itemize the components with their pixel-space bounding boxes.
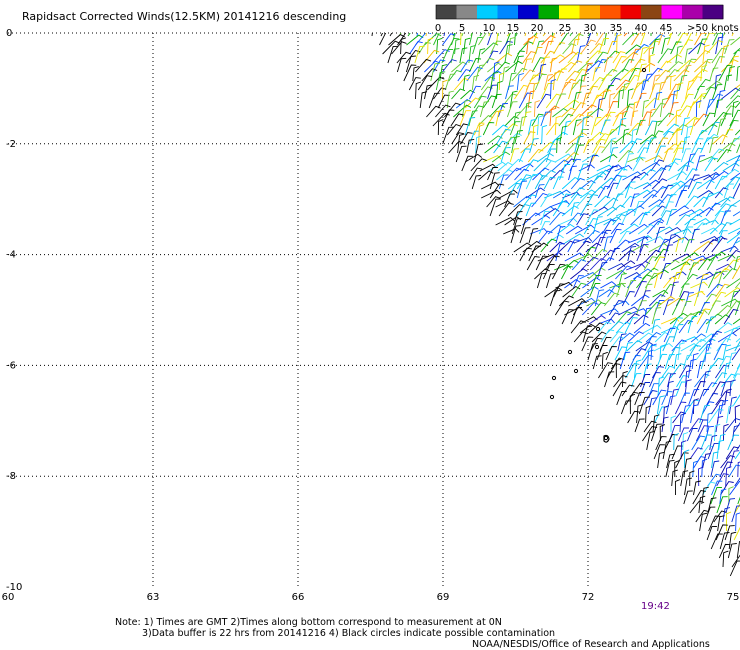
legend-swatch — [538, 5, 560, 19]
y-tick-label: -8 — [6, 471, 16, 482]
legend-swatch — [579, 5, 601, 19]
legend-label: 0 — [435, 23, 441, 34]
wind-barb-swath — [371, 33, 740, 577]
x-tick-label: 66 — [292, 592, 305, 603]
y-tick-label: -2 — [6, 139, 16, 150]
x-tick-label: 63 — [147, 592, 160, 603]
y-axis-ticks: 0 -2 -4 -6 -8 -10 — [6, 28, 22, 593]
x-tick-label: 72 — [582, 592, 595, 603]
y-tick-label: -10 — [6, 582, 22, 593]
legend-label: 30 — [584, 23, 597, 34]
legend-swatch — [456, 5, 478, 19]
legend-label: 45 — [660, 23, 673, 34]
legend-label: 5 — [459, 23, 465, 34]
legend-swatch — [620, 5, 642, 19]
x-tick-label: 75 — [727, 592, 740, 603]
legend-swatch — [600, 5, 621, 19]
legend-swatch — [497, 5, 519, 19]
legend-swatch — [661, 5, 683, 19]
x-tick-label: 69 — [437, 592, 450, 603]
x-tick-label: 60 — [2, 592, 15, 603]
chart-title: Rapidsact Corrected Winds(12.5KM) 201412… — [22, 10, 346, 23]
legend-label: 15 — [507, 23, 520, 34]
x-axis-ticks: 60 63 66 69 72 75 — [2, 592, 740, 603]
grid — [8, 32, 733, 587]
islands — [549, 67, 647, 443]
legend-swatch — [682, 5, 703, 19]
wind-speed-legend: 0 5 10 15 20 25 30 35 40 45 >50 knots — [435, 4, 739, 34]
pass-time-label: 19:42 — [641, 601, 670, 612]
legend-label: >50 knots — [687, 23, 739, 34]
legend-label: 20 — [531, 23, 544, 34]
legend-label: 35 — [610, 23, 623, 34]
y-tick-label: -4 — [6, 250, 16, 261]
legend-swatch — [641, 5, 662, 19]
y-tick-label: -6 — [6, 360, 16, 371]
legend-swatch — [518, 5, 539, 19]
note-line-2: 3)Data buffer is 22 hrs from 20141216 4)… — [142, 628, 555, 639]
legend-label: 40 — [635, 23, 648, 34]
legend-label: 10 — [483, 23, 496, 34]
note-line-1: Note: 1) Times are GMT 2)Times along bot… — [115, 617, 502, 628]
y-tick-label: 0 — [6, 28, 12, 39]
legend-swatch — [477, 5, 498, 19]
credit-line: NOAA/NESDIS/Office of Research and Appli… — [472, 639, 710, 650]
legend-swatch — [559, 5, 580, 19]
legend-swatch — [436, 5, 457, 19]
legend-label: 25 — [559, 23, 572, 34]
legend-swatch — [702, 5, 724, 19]
